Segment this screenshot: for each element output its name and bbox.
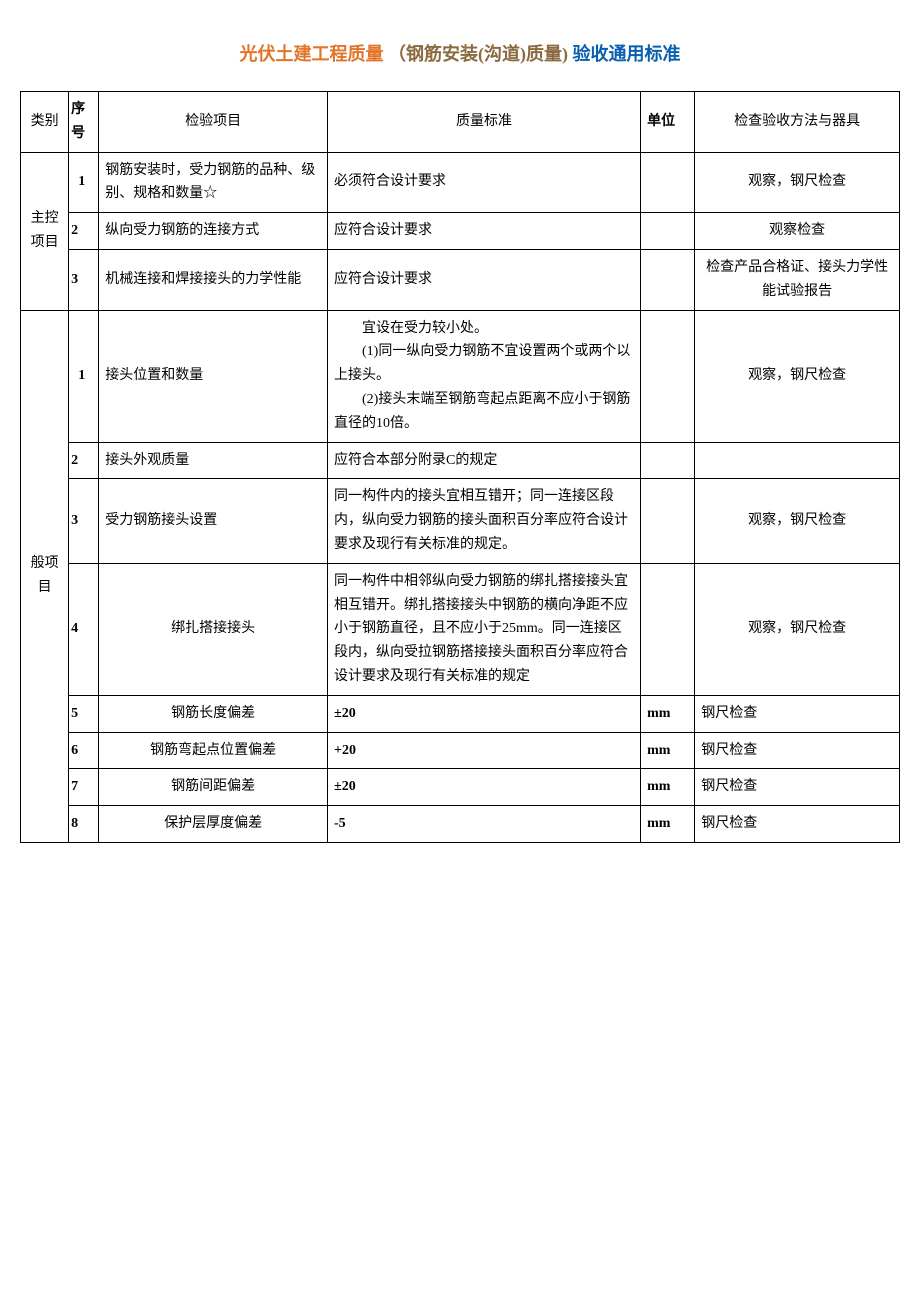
item-cell: 钢筋间距偏差 xyxy=(99,769,328,806)
unit-cell: mm xyxy=(641,695,695,732)
standard-cell: 宜设在受力较小处。 (1)同一纵向受力钢筋不宜设置两个或两个以上接头。 (2)接… xyxy=(328,310,641,442)
table-row: 主控项目 1 钢筋安装时，受力钢筋的品种、级别、规格和数量☆ 必须符合设计要求 … xyxy=(21,152,900,213)
seq-cell: 7 xyxy=(69,769,99,806)
table-row: 般项目 1 接头位置和数量 宜设在受力较小处。 (1)同一纵向受力钢筋不宜设置两… xyxy=(21,310,900,442)
standard-line: 宜设在受力较小处。 xyxy=(334,317,634,341)
standard-line: (1)同一纵向受力钢筋不宜设置两个或两个以上接头。 xyxy=(334,340,634,388)
table-row: 6 钢筋弯起点位置偏差 +20 mm 钢尺检查 xyxy=(21,732,900,769)
seq-cell: 5 xyxy=(69,695,99,732)
item-cell: 受力钢筋接头设置 xyxy=(99,479,328,563)
method-cell: 观察，钢尺检查 xyxy=(695,152,900,213)
method-cell: 钢尺检查 xyxy=(695,806,900,843)
page-title: 光伏土建工程质量 （钢筋安装(沟道)质量) 验收通用标准 xyxy=(20,40,900,66)
title-part-1: 光伏土建工程质量 xyxy=(240,44,384,64)
seq-cell: 1 xyxy=(69,152,99,213)
inspection-table: 类别 序号 检验项目 质量标准 单位 检查验收方法与器具 主控项目 1 钢筋安装… xyxy=(20,91,900,843)
header-unit: 单位 xyxy=(641,92,695,153)
unit-cell xyxy=(641,442,695,479)
unit-cell xyxy=(641,563,695,695)
unit-cell xyxy=(641,310,695,442)
unit-cell: mm xyxy=(641,732,695,769)
item-cell: 机械连接和焊接接头的力学性能 xyxy=(99,249,328,310)
method-cell: 观察，钢尺检查 xyxy=(695,563,900,695)
item-cell: 纵向受力钢筋的连接方式 xyxy=(99,213,328,250)
item-cell: 保护层厚度偏差 xyxy=(99,806,328,843)
seq-cell: 4 xyxy=(69,563,99,695)
title-part-4: 验收通用标准 xyxy=(572,44,680,64)
header-category: 类别 xyxy=(21,92,69,153)
method-cell: 观察，钢尺检查 xyxy=(695,310,900,442)
item-cell: 接头位置和数量 xyxy=(99,310,328,442)
seq-cell: 1 xyxy=(69,310,99,442)
category-main: 主控项目 xyxy=(21,152,69,310)
table-row: 3 受力钢筋接头设置 同一构件内的接头宜相互错开；同一连接区段内，纵向受力钢筋的… xyxy=(21,479,900,563)
method-cell: 钢尺检查 xyxy=(695,769,900,806)
table-row: 2 接头外观质量 应符合本部分附录C的规定 xyxy=(21,442,900,479)
method-cell: 观察，钢尺检查 xyxy=(695,479,900,563)
item-cell: 钢筋长度偏差 xyxy=(99,695,328,732)
seq-cell: 2 xyxy=(69,213,99,250)
standard-cell: -5 xyxy=(328,806,641,843)
method-cell: 钢尺检查 xyxy=(695,732,900,769)
table-row: 4 绑扎搭接接头 同一构件中相邻纵向受力钢筋的绑扎搭接接头宜相互错开。绑扎搭接接… xyxy=(21,563,900,695)
seq-cell: 8 xyxy=(69,806,99,843)
seq-cell: 3 xyxy=(69,479,99,563)
standard-cell: 必须符合设计要求 xyxy=(328,152,641,213)
seq-cell: 3 xyxy=(69,249,99,310)
standard-line: (2)接头末端至钢筋弯起点距离不应小于钢筋直径的10倍。 xyxy=(334,388,634,436)
item-cell: 钢筋安装时，受力钢筋的品种、级别、规格和数量☆ xyxy=(99,152,328,213)
standard-cell: 应符合本部分附录C的规定 xyxy=(328,442,641,479)
standard-cell: ±20 xyxy=(328,695,641,732)
item-cell: 绑扎搭接接头 xyxy=(99,563,328,695)
method-cell: 检查产品合格证、接头力学性能试验报告 xyxy=(695,249,900,310)
standard-cell: 同一构件内的接头宜相互错开；同一连接区段内，纵向受力钢筋的接头面积百分率应符合设… xyxy=(328,479,641,563)
standard-cell: +20 xyxy=(328,732,641,769)
seq-cell: 2 xyxy=(69,442,99,479)
category-general: 般项目 xyxy=(21,310,69,842)
table-row: 5 钢筋长度偏差 ±20 mm 钢尺检查 xyxy=(21,695,900,732)
method-cell: 钢尺检查 xyxy=(695,695,900,732)
standard-cell: 应符合设计要求 xyxy=(328,213,641,250)
header-row: 类别 序号 检验项目 质量标准 单位 检查验收方法与器具 xyxy=(21,92,900,153)
standard-cell: 应符合设计要求 xyxy=(328,249,641,310)
seq-cell: 6 xyxy=(69,732,99,769)
unit-cell xyxy=(641,249,695,310)
unit-cell: mm xyxy=(641,769,695,806)
title-part-2: （钢筋安装(沟道)质量) xyxy=(388,44,568,64)
header-standard: 质量标准 xyxy=(328,92,641,153)
table-row: 3 机械连接和焊接接头的力学性能 应符合设计要求 检查产品合格证、接头力学性能试… xyxy=(21,249,900,310)
item-cell: 接头外观质量 xyxy=(99,442,328,479)
table-row: 8 保护层厚度偏差 -5 mm 钢尺检查 xyxy=(21,806,900,843)
unit-cell xyxy=(641,152,695,213)
standard-cell: 同一构件中相邻纵向受力钢筋的绑扎搭接接头宜相互错开。绑扎搭接接头中钢筋的横向净距… xyxy=(328,563,641,695)
header-seq: 序号 xyxy=(69,92,99,153)
unit-cell: mm xyxy=(641,806,695,843)
unit-cell xyxy=(641,479,695,563)
standard-cell: ±20 xyxy=(328,769,641,806)
table-row: 2 纵向受力钢筋的连接方式 应符合设计要求 观察检查 xyxy=(21,213,900,250)
method-cell: 观察检查 xyxy=(695,213,900,250)
item-cell: 钢筋弯起点位置偏差 xyxy=(99,732,328,769)
method-cell xyxy=(695,442,900,479)
table-row: 7 钢筋间距偏差 ±20 mm 钢尺检查 xyxy=(21,769,900,806)
unit-cell xyxy=(641,213,695,250)
header-item: 检验项目 xyxy=(99,92,328,153)
header-method: 检查验收方法与器具 xyxy=(695,92,900,153)
